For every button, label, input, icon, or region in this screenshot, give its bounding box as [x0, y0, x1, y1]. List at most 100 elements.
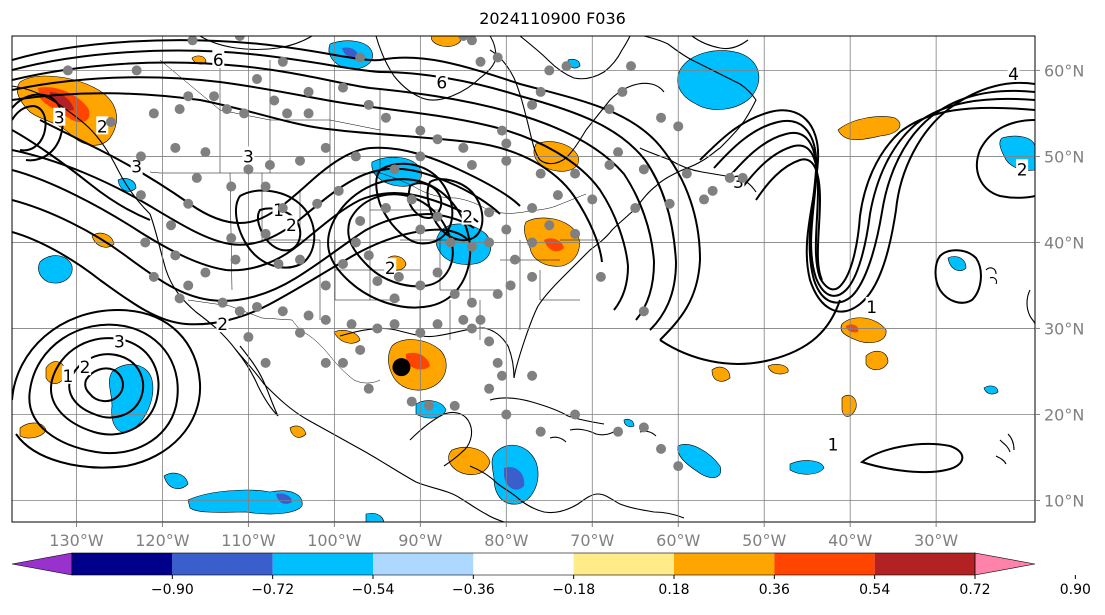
latitude-tick-label: 60°N — [1044, 61, 1084, 80]
colorbar-frame — [71, 552, 976, 576]
station-dot — [458, 36, 469, 41]
longitude-tick-label: 90°W — [398, 531, 442, 550]
station-dot — [604, 104, 615, 115]
shade-blob — [767, 364, 789, 375]
station-dot — [527, 370, 538, 381]
contour-label-mask — [96, 116, 109, 135]
station-dot — [243, 332, 254, 343]
station-dot — [406, 194, 417, 205]
longitude-tick-label: 60°W — [656, 531, 700, 550]
station-dot — [389, 319, 400, 330]
contour-label: 3 — [114, 332, 125, 352]
contour-label: 3 — [733, 173, 744, 193]
station-dot — [320, 314, 331, 325]
coastline-layer — [12, 36, 1035, 522]
contour-line — [934, 249, 982, 304]
contour-line — [12, 199, 475, 302]
longitude-tick-label: 40°W — [828, 531, 872, 550]
contour-label-mask — [242, 146, 255, 165]
coastline — [199, 36, 313, 51]
colorbar-tick-label: 0.54 — [859, 582, 890, 598]
contour-label: 2 — [217, 315, 228, 335]
station-dot — [252, 301, 263, 312]
colorbar-segment — [573, 553, 674, 575]
coastline — [569, 428, 617, 436]
colorbar-segment — [774, 553, 875, 575]
colorbar-segment — [172, 553, 273, 575]
station-dot — [724, 172, 735, 183]
shade-blob — [342, 47, 358, 58]
station-dot — [535, 168, 546, 179]
station-dot — [183, 198, 194, 209]
station-dot — [269, 95, 280, 106]
station-dot — [337, 82, 348, 93]
station-dot — [497, 125, 508, 136]
station-dot — [320, 142, 331, 153]
contour-line — [347, 193, 454, 288]
contour-label-mask — [384, 258, 397, 277]
colorbar-segment — [272, 553, 373, 575]
station-dot — [312, 198, 323, 209]
station-dot — [277, 56, 288, 67]
shade-blob — [365, 512, 385, 522]
coastline — [519, 36, 631, 80]
station-dot — [363, 383, 374, 394]
coastline — [339, 327, 515, 379]
station-dot — [303, 310, 314, 321]
station-dot — [466, 160, 477, 171]
contour-line — [12, 92, 603, 263]
shade-blob — [983, 385, 999, 395]
shade-blob — [163, 472, 189, 489]
station-dot — [613, 426, 624, 437]
contour-line — [12, 169, 479, 272]
station-dot — [260, 181, 271, 192]
station-dot — [673, 461, 684, 472]
station-dot — [282, 108, 293, 119]
contour-line — [713, 89, 1035, 304]
station-dot — [230, 254, 241, 265]
colorbar-extend-low — [11, 552, 73, 576]
station-dot — [277, 203, 288, 214]
contour-label: 3 — [131, 158, 142, 178]
contour-line — [256, 207, 302, 252]
storm-center-layer — [392, 358, 411, 377]
station-dot — [62, 65, 73, 76]
longitude-tick-label: 50°W — [742, 531, 786, 550]
station-dot — [135, 151, 146, 162]
station-dot — [187, 36, 198, 46]
coastline — [985, 267, 998, 285]
station-dot — [294, 155, 305, 166]
contour-label-mask — [113, 331, 126, 350]
storm-center-marker — [392, 358, 411, 377]
station-dot — [389, 293, 400, 304]
shade-blob — [677, 444, 722, 478]
station-dot — [466, 36, 477, 46]
contour-line — [755, 158, 823, 281]
contour-line — [50, 337, 160, 436]
station-dot — [570, 228, 581, 239]
station-dot — [484, 383, 495, 394]
station-dot — [527, 99, 538, 110]
station-dot — [380, 203, 391, 214]
colorbar-segment — [72, 553, 173, 575]
station-dot — [638, 422, 649, 433]
station-dot — [191, 172, 202, 183]
station-dot — [613, 147, 624, 158]
station-dot — [303, 86, 314, 97]
station-dot — [415, 125, 426, 136]
contour-line — [68, 353, 145, 419]
station-dot — [501, 409, 512, 420]
contour-label-mask — [461, 206, 474, 225]
station-dot — [372, 276, 383, 287]
station-dot — [372, 323, 383, 334]
colorbar-tick-label: −0.72 — [251, 582, 294, 598]
station-dot — [570, 168, 581, 179]
station-dot — [221, 104, 232, 115]
contour-label-mask — [1016, 159, 1029, 178]
station-dot — [140, 237, 151, 248]
station-dot — [234, 306, 245, 317]
station-dot — [509, 254, 520, 265]
latitude-tick-label: 50°N — [1044, 147, 1084, 166]
station-dot — [458, 314, 469, 325]
